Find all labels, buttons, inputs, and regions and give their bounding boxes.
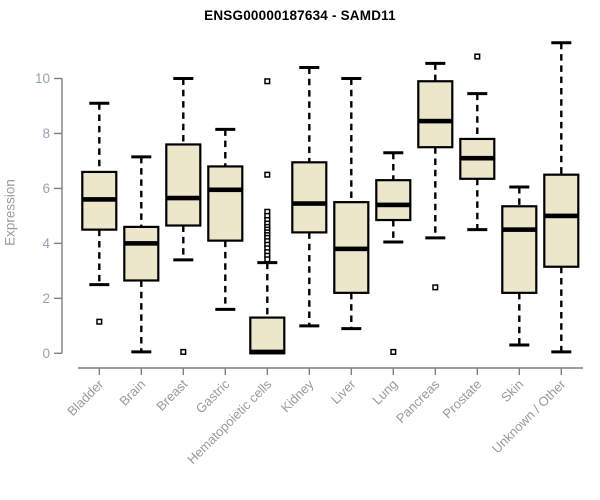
outlier-point: [180, 348, 187, 355]
y-tick-label: 8: [42, 126, 50, 141]
outlier-point: [264, 256, 271, 263]
x-tick-label: Brain: [116, 377, 148, 409]
boxplot-hematopoietic-cells: [249, 78, 286, 355]
boxplot-brain: [123, 155, 160, 354]
x-tick-label: Unknown / Other: [489, 376, 569, 456]
outlier-point: [96, 318, 103, 325]
outlier-point: [432, 284, 439, 291]
x-tick-label: Pancreas: [393, 376, 443, 426]
x-tick-label: Bladder: [64, 376, 107, 419]
boxplot-pancreas: [417, 61, 454, 291]
outlier-point: [474, 53, 481, 60]
boxplot-lung: [375, 151, 412, 355]
boxplot-kidney: [291, 66, 328, 328]
outlier-point: [390, 348, 397, 355]
outlier-point: [264, 78, 271, 85]
x-tick-label: Prostate: [440, 377, 485, 422]
x-tick-label: Kidney: [278, 376, 317, 415]
y-axis: 0 2 4 6 8 10: [35, 71, 63, 361]
y-tick-label: 10: [35, 71, 50, 86]
x-tick-label: Breast: [153, 376, 190, 413]
chart-title: ENSG00000187634 - SAMD11: [204, 8, 396, 23]
x-tick-label: Gastric: [193, 376, 233, 416]
outlier-point: [264, 171, 271, 178]
x-tick-label: Lung: [369, 377, 400, 408]
boxplot-unknown-other: [543, 41, 580, 354]
y-tick-label: 0: [42, 346, 50, 361]
boxplot-prostate: [459, 53, 496, 232]
y-tick-label: 6: [42, 181, 50, 196]
y-tick-label: 4: [42, 236, 50, 251]
boxplot-bladder: [81, 101, 118, 325]
boxplot-gastric: [207, 127, 244, 311]
boxplot-breast: [165, 77, 202, 355]
x-tick-label: Liver: [328, 376, 359, 407]
boxplot-liver: [333, 77, 370, 331]
y-tick-label: 2: [42, 291, 50, 306]
boxplot-skin: [501, 185, 538, 347]
x-tick-label: Skin: [498, 377, 526, 405]
